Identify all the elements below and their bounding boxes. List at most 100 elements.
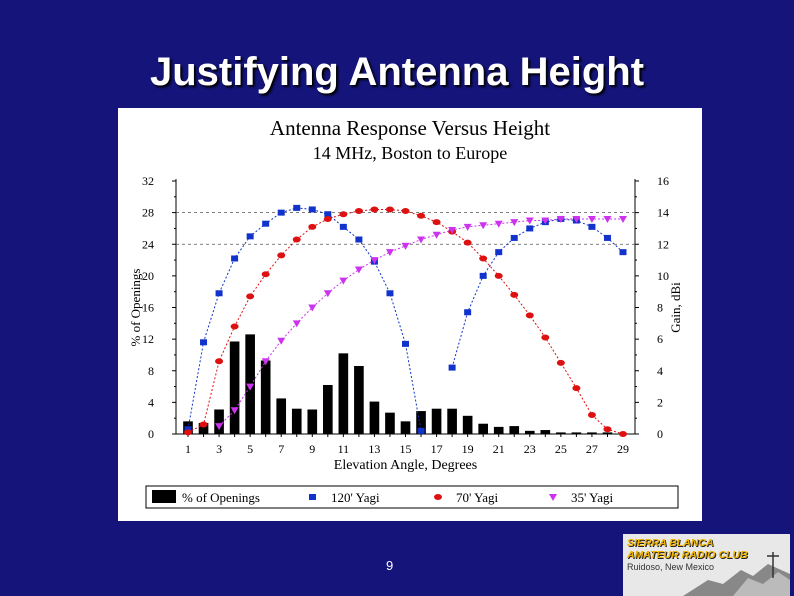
yagi-70-point <box>479 255 488 262</box>
slide-title: Justifying Antenna Height <box>149 50 645 94</box>
yagi-70-point <box>184 429 192 436</box>
yagi-120-point <box>308 206 316 213</box>
bar <box>524 430 535 434</box>
yagi-35-point <box>230 407 239 415</box>
bar <box>291 408 302 434</box>
x-tick-label: 23 <box>524 442 536 456</box>
yagi-35-point <box>277 337 286 345</box>
right-tick-label: 12 <box>657 237 669 251</box>
right-tick-label: 10 <box>657 269 669 283</box>
yagi-70-point <box>556 359 565 366</box>
yagi-120-point <box>588 223 596 230</box>
club-location: Ruidoso, New Mexico <box>627 562 715 572</box>
x-tick-label: 17 <box>431 442 443 456</box>
yagi-70-point <box>417 212 426 219</box>
yagi-35-point <box>619 215 627 223</box>
yagi-35-point <box>587 215 596 223</box>
right-axis-label: Gain, dBi <box>668 282 683 333</box>
bar <box>260 360 271 434</box>
bar <box>307 409 318 434</box>
yagi-35-point <box>494 220 503 228</box>
right-tick-label: 16 <box>657 174 669 188</box>
yagi-120-point <box>526 225 534 232</box>
bar <box>571 432 582 434</box>
bar <box>478 423 488 434</box>
bar <box>493 426 504 434</box>
yagi-70-point <box>339 211 348 218</box>
yagi-35-point <box>370 257 379 265</box>
yagi-120-line <box>187 207 422 431</box>
x-tick-label: 7 <box>278 442 284 456</box>
yagi-120-point <box>355 236 363 243</box>
bar <box>338 353 349 434</box>
yagi-35-point <box>246 383 255 391</box>
yagi-35-point <box>261 358 270 366</box>
x-tick-label: 1 <box>185 442 191 456</box>
yagi-70-point <box>587 412 596 419</box>
left-tick-label: 0 <box>148 427 154 441</box>
x-tick-label: 27 <box>586 442 598 456</box>
yagi-70-point <box>603 426 612 433</box>
bar <box>587 432 597 434</box>
yagi-70-point <box>261 271 270 278</box>
yagi-35-point <box>556 215 565 223</box>
yagi-35-point <box>448 227 457 235</box>
legend-label-yagi-120: 120' Yagi <box>331 490 380 505</box>
bar <box>385 412 395 434</box>
yagi-70-point <box>215 358 224 365</box>
bar <box>214 409 224 434</box>
left-tick-label: 8 <box>148 364 154 378</box>
yagi-120-point <box>184 426 192 433</box>
yagi-120-point <box>603 234 611 241</box>
right-tick-label: 8 <box>657 301 663 315</box>
right-tick-label: 14 <box>657 206 669 220</box>
yagi-70-point <box>370 206 379 213</box>
yagi-70-point <box>292 236 301 243</box>
yagi-120-point <box>386 290 394 297</box>
left-tick-label: 16 <box>142 301 154 315</box>
yagi-35-point <box>308 304 317 312</box>
yagi-120-point <box>619 249 627 256</box>
yagi-70-point <box>354 208 363 215</box>
x-tick-label: 29 <box>617 442 629 456</box>
bar <box>229 341 240 434</box>
club-name-line2: AMATEUR RADIO CLUB <box>627 549 748 561</box>
yagi-70-point <box>510 291 519 298</box>
x-tick-label: 11 <box>338 442 350 456</box>
yagi-35-point <box>401 242 410 250</box>
mountain-graphic <box>683 552 790 596</box>
bar <box>400 421 411 434</box>
yagi-120-point <box>246 233 254 240</box>
x-tick-label: 9 <box>309 442 315 456</box>
yagi-70-point <box>246 293 255 300</box>
yagi-70-point <box>432 219 441 226</box>
yagi-120-point <box>479 272 487 279</box>
yagi-35-point <box>417 236 426 244</box>
yagi-70-point <box>277 252 286 259</box>
right-tick-label: 0 <box>657 427 663 441</box>
yagi-120-point <box>339 223 347 230</box>
yagi-120-line <box>451 218 624 368</box>
yagi-120-point <box>495 249 503 256</box>
left-tick-label: 20 <box>142 269 154 283</box>
yagi-120-point <box>417 427 425 434</box>
yagi-35-line <box>218 218 623 427</box>
left-tick-label: 24 <box>142 237 154 251</box>
yagi-35-point <box>215 423 224 431</box>
yagi-120-point <box>324 211 332 218</box>
bar <box>447 408 457 434</box>
yagi-120-point <box>262 220 270 227</box>
legend-label-yagi-35: 35' Yagi <box>571 490 613 505</box>
bar <box>323 384 333 434</box>
yagi-70-point <box>199 421 208 428</box>
legend-swatch-openings <box>152 490 176 503</box>
bar <box>602 432 613 434</box>
legend-swatch-yagi-35 <box>549 494 557 501</box>
x-tick-label: 25 <box>555 442 567 456</box>
bar <box>540 430 551 434</box>
yagi-35-point <box>385 249 394 257</box>
right-tick-label: 2 <box>657 395 663 409</box>
page-number: 9 <box>386 558 394 573</box>
bar <box>276 398 287 434</box>
yagi-35-point <box>292 320 301 328</box>
